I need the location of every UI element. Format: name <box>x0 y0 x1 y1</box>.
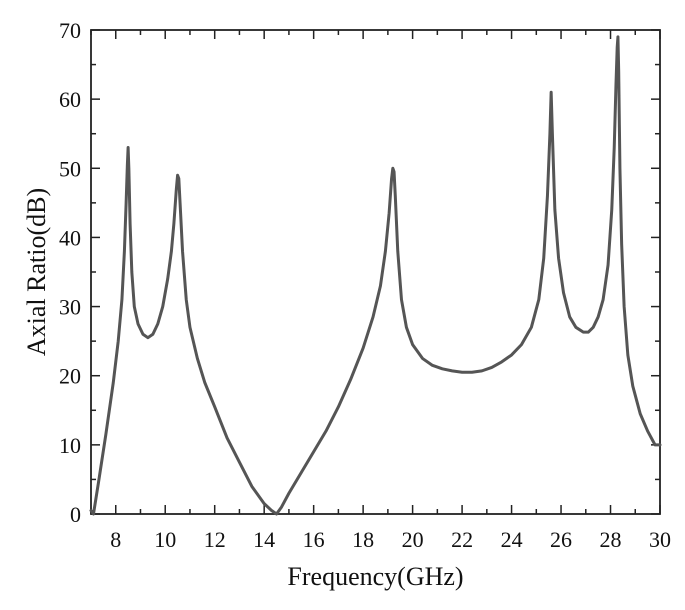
y-tick-label: 10 <box>59 433 81 458</box>
x-tick-label: 8 <box>110 527 121 552</box>
x-tick-label: 18 <box>352 527 374 552</box>
x-tick-labels: 8 10 12 14 16 18 20 22 24 26 28 30 <box>110 527 671 552</box>
y-tick-label: 0 <box>70 502 81 527</box>
x-tick-label: 20 <box>402 527 424 552</box>
x-tick-label: 30 <box>649 527 671 552</box>
plot-frame <box>90 29 661 515</box>
y-axis-title: Axial Ratio(dB) <box>22 188 51 356</box>
x-tick-label: 14 <box>253 527 275 552</box>
x-tick-label: 24 <box>501 527 523 552</box>
y-tick-label: 20 <box>59 364 81 389</box>
x-tick-label: 28 <box>600 527 622 552</box>
x-tick-label: 12 <box>204 527 226 552</box>
y-tick-label: 40 <box>59 225 81 250</box>
axis-ticks <box>90 29 661 515</box>
x-tick-label: 10 <box>154 527 176 552</box>
x-tick-label: 16 <box>303 527 325 552</box>
x-tick-label: 22 <box>451 527 473 552</box>
axial-ratio-series-line <box>89 35 662 516</box>
y-tick-label: 50 <box>59 156 81 181</box>
x-axis-title: Frequency(GHz) <box>287 562 463 591</box>
x-tick-label: 26 <box>550 527 572 552</box>
y-tick-labels: 0 10 20 30 40 50 60 70 <box>59 18 81 527</box>
y-tick-label: 30 <box>59 295 81 320</box>
y-tick-label: 60 <box>59 87 81 112</box>
y-tick-label: 70 <box>59 18 81 43</box>
